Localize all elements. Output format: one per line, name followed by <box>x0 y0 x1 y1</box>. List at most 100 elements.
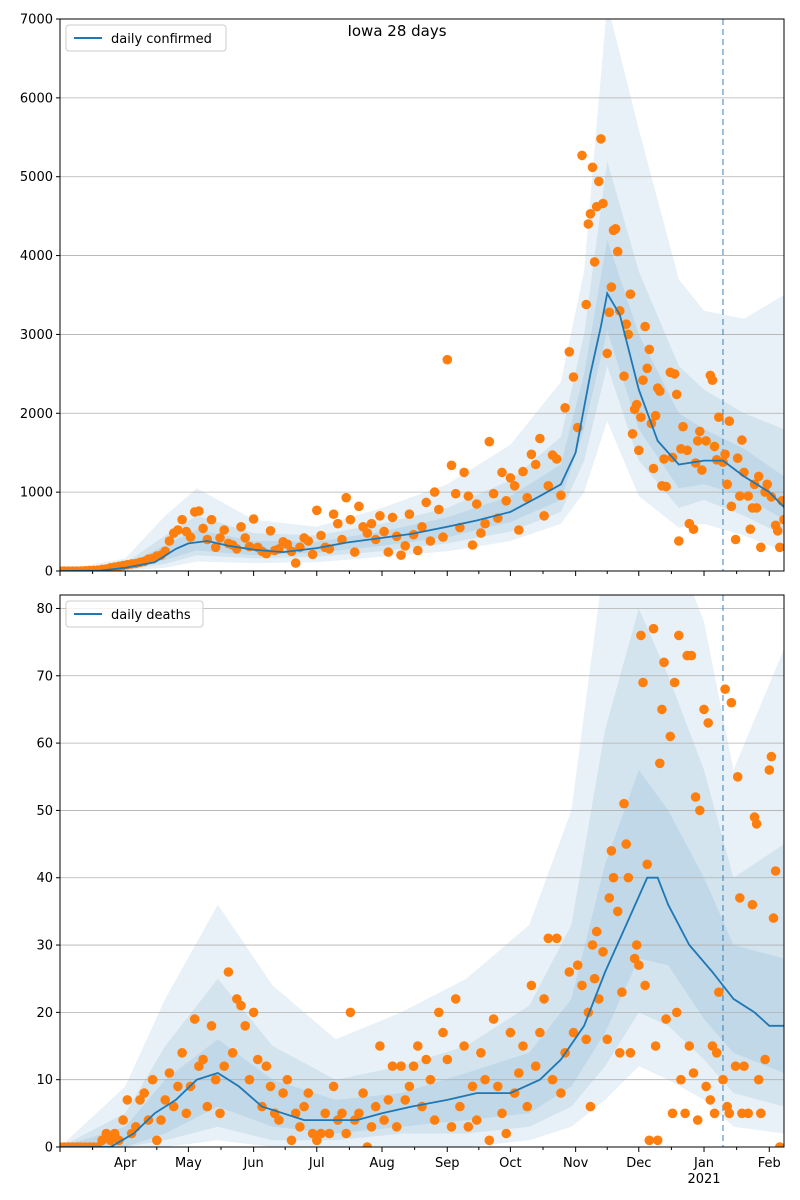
deaths-observed-point <box>375 1041 385 1051</box>
deaths-observed-point <box>206 1021 217 1031</box>
confirmed-observed-point <box>206 514 217 525</box>
confirmed-observed-point <box>290 558 301 568</box>
confirmed-observed-point <box>619 371 629 382</box>
confirmed-observed-point <box>678 421 688 432</box>
deaths-observed-point <box>467 1081 478 1092</box>
deaths-observed-point <box>604 893 615 903</box>
confirmed-observed-point <box>198 523 208 534</box>
confirmed-observed-point <box>539 511 549 521</box>
confirmed-observed-point <box>341 492 352 503</box>
deaths-observed-point <box>688 1068 699 1078</box>
deaths-observed-point <box>442 1054 453 1065</box>
deaths-observed-point <box>455 1101 465 1112</box>
deaths-observed-point <box>705 1095 716 1105</box>
deaths-observed-point <box>164 1068 175 1078</box>
confirmed-observed-point <box>535 433 545 444</box>
deaths-observed-point <box>122 1095 133 1105</box>
confirmed-observed-point <box>282 539 293 549</box>
confirmed-observed-point <box>589 257 600 267</box>
legend-label-deaths: daily deaths <box>111 608 191 623</box>
deaths-observed-point <box>160 1095 170 1105</box>
confirmed-observed-point <box>421 497 432 508</box>
deaths-observed-point <box>379 1115 389 1125</box>
confirmed-observed-point <box>634 445 644 456</box>
confirmed-observed-point <box>505 473 516 483</box>
deaths-observed-point <box>612 906 623 917</box>
deaths-xtick-label: May <box>175 1156 202 1171</box>
confirmed-ytick-label: 0 <box>45 565 53 580</box>
confirmed-observed-point <box>745 524 756 534</box>
deaths-observed-point <box>261 1061 272 1071</box>
confirmed-observed-point <box>612 246 623 257</box>
deaths-observed-point <box>328 1081 339 1092</box>
confirmed-band-0 <box>60 19 784 571</box>
deaths-xtick-label: Feb <box>758 1156 781 1171</box>
deaths-observed-point <box>551 933 562 944</box>
deaths-observed-point <box>324 1128 335 1139</box>
confirmed-observed-point <box>480 518 490 529</box>
confirmed-observed-point <box>564 347 575 357</box>
deaths-observed-point <box>282 1074 293 1085</box>
confirmed-observed-point <box>236 522 246 532</box>
confirmed-observed-point <box>753 471 764 482</box>
deaths-observed-point <box>625 1048 636 1058</box>
confirmed-observed-point <box>185 532 196 542</box>
deaths-observed-point <box>227 1048 238 1058</box>
confirmed-observed-point <box>387 512 398 523</box>
deaths-observed-point <box>714 987 724 997</box>
deaths-ytick-label: 0 <box>45 1141 53 1156</box>
deaths-observed-point <box>564 967 575 977</box>
confirmed-observed-point <box>640 321 650 332</box>
confirmed-observed-point <box>615 306 625 316</box>
deaths-observed-point <box>387 1061 398 1071</box>
deaths-observed-point <box>396 1061 406 1071</box>
deaths-observed-point <box>484 1135 495 1146</box>
confirmed-observed-point <box>312 505 322 516</box>
deaths-observed-point <box>615 1048 625 1058</box>
deaths-observed-point <box>556 1088 566 1098</box>
deaths-observed-point <box>236 1000 246 1011</box>
deaths-xtick-label: Jul <box>308 1156 325 1171</box>
deaths-ytick-label: 10 <box>36 1073 53 1088</box>
confirmed-observed-point <box>194 506 204 516</box>
confirmed-observed-point <box>467 540 478 550</box>
deaths-xtick-label: Aug <box>369 1156 394 1171</box>
confirmed-observed-point <box>509 481 520 491</box>
deaths-observed-point <box>438 1027 448 1038</box>
confirmed-observed-point <box>583 219 594 229</box>
confirmed-band-2 <box>60 239 784 571</box>
legend-box <box>65 600 204 628</box>
confirmed-model-line <box>60 290 784 571</box>
deaths-observed-point <box>265 1081 276 1092</box>
deaths-observed-point <box>463 1122 474 1132</box>
deaths-observed-point <box>642 859 652 870</box>
deaths-observed-point <box>522 1101 532 1112</box>
deaths-observed-point <box>501 1128 512 1139</box>
confirmed-observed-point <box>303 536 314 546</box>
deaths-ytick-label: 40 <box>36 871 53 886</box>
deaths-observed-point <box>775 1142 784 1147</box>
deaths-observed-point <box>638 677 648 688</box>
confirmed-observed-point <box>655 386 665 397</box>
confirmed-observed-point <box>316 530 326 541</box>
deaths-observed-points <box>60 623 784 1147</box>
confirmed-observed-point <box>383 547 394 557</box>
deaths-observed-point <box>391 1122 402 1132</box>
confirmed-observed-point <box>265 526 276 536</box>
deaths-observed-point <box>659 657 669 668</box>
deaths-observed-point <box>223 967 234 977</box>
confirmed-observed-point <box>777 496 784 506</box>
confirmed-observed-point <box>514 525 524 535</box>
deaths-observed-point <box>591 926 602 937</box>
deaths-observed-point <box>131 1122 141 1132</box>
deaths-observed-point <box>581 1034 591 1045</box>
confirmed-observed-point <box>604 307 615 318</box>
deaths-observed-point <box>726 697 737 708</box>
confirmed-observed-point <box>556 490 566 501</box>
confirmed-observed-point <box>434 504 444 515</box>
deaths-observed-point <box>471 1115 482 1125</box>
deaths-observed-point <box>480 1074 490 1085</box>
confirmed-observed-point <box>638 375 648 386</box>
confirmed-observed-point <box>488 488 499 499</box>
deaths-observed-point <box>686 650 697 661</box>
